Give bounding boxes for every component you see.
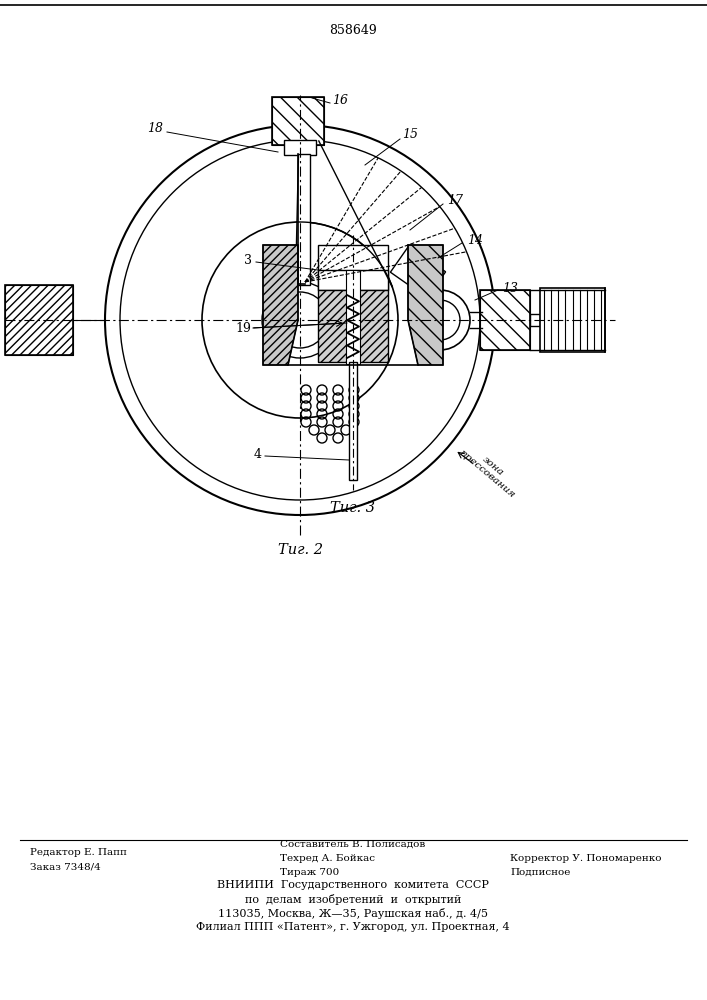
- Text: 3: 3: [244, 253, 252, 266]
- Text: 17: 17: [447, 194, 463, 207]
- Bar: [540, 288, 605, 352]
- Polygon shape: [263, 245, 298, 365]
- Bar: [530, 314, 540, 326]
- Text: 858649: 858649: [329, 23, 377, 36]
- Bar: [318, 245, 388, 290]
- Polygon shape: [408, 245, 443, 365]
- Text: по  делам  изобретений  и  открытий: по делам изобретений и открытий: [245, 894, 461, 905]
- Text: Корректор У. Пономаренко: Корректор У. Пономаренко: [510, 854, 662, 863]
- Text: Филиал ППП «Патент», г. Ужгород, ул. Проектная, 4: Филиал ППП «Патент», г. Ужгород, ул. Про…: [196, 922, 510, 932]
- Text: Тираж 700: Тираж 700: [280, 868, 339, 877]
- Text: 19: 19: [235, 322, 251, 334]
- Text: зона
прессования: зона прессования: [457, 440, 523, 500]
- Text: 4: 4: [254, 448, 262, 462]
- Text: 113035, Москва, Ж—35, Раушская наб., д. 4/5: 113035, Москва, Ж—35, Раушская наб., д. …: [218, 908, 488, 919]
- Bar: [272, 97, 324, 145]
- Bar: [5, 285, 73, 355]
- Polygon shape: [295, 154, 310, 285]
- Bar: [284, 140, 316, 155]
- Bar: [5, 285, 73, 355]
- Bar: [318, 270, 388, 290]
- Circle shape: [420, 300, 460, 340]
- Text: 16: 16: [332, 94, 348, 106]
- Bar: [318, 290, 388, 362]
- Text: 13: 13: [502, 282, 518, 294]
- Text: Подписное: Подписное: [510, 868, 571, 877]
- Bar: [318, 290, 388, 362]
- Circle shape: [410, 290, 470, 350]
- Text: Составитель В. Полисадов: Составитель В. Полисадов: [280, 840, 425, 849]
- Bar: [272, 97, 324, 145]
- Text: Редактор Е. Папп: Редактор Е. Папп: [30, 848, 127, 857]
- Text: 18: 18: [147, 121, 163, 134]
- Bar: [349, 362, 357, 480]
- Text: ВНИИПИ  Государственного  комитета  СССР: ВНИИПИ Государственного комитета СССР: [217, 880, 489, 890]
- Text: Заказ 7348/4: Заказ 7348/4: [30, 862, 101, 871]
- Text: 14: 14: [467, 233, 483, 246]
- Text: Τиг. 2: Τиг. 2: [278, 543, 322, 557]
- Bar: [480, 290, 530, 350]
- Polygon shape: [390, 246, 445, 298]
- Text: Техред А. Бойкас: Техред А. Бойкас: [280, 854, 375, 863]
- Text: 15: 15: [402, 128, 418, 141]
- Bar: [480, 290, 530, 350]
- Text: Τиг. 3: Τиг. 3: [330, 501, 375, 515]
- Bar: [346, 270, 360, 364]
